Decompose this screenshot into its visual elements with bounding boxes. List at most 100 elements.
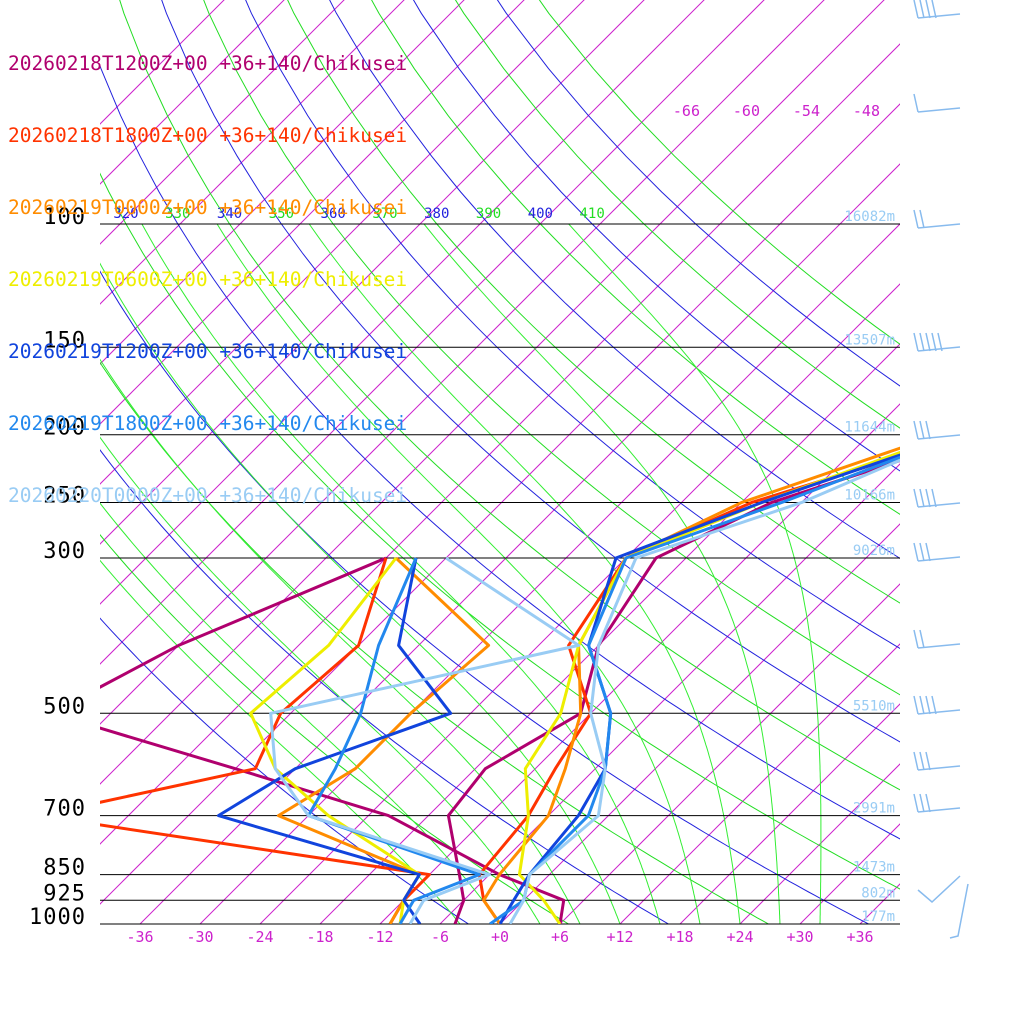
isotherm-line: [100, 0, 765, 665]
temperature-tick-label: +36: [846, 928, 873, 946]
height-label: 1473m: [853, 860, 895, 876]
height-label: 5510m: [853, 698, 895, 714]
dry-adiabat-line: [412, 0, 900, 472]
temperature-tick-label: +18: [666, 928, 693, 946]
isotherm-line: [100, 0, 345, 245]
theta-label: 340: [217, 206, 242, 222]
wind-barb-flag: [937, 332, 943, 352]
height-label: 802m: [861, 885, 895, 901]
dewpoint-profile: [306, 557, 481, 924]
theta-label: 380: [424, 206, 449, 222]
wind-barb-shaft: [917, 556, 961, 562]
dry-adiabat-line: [100, 534, 569, 924]
wind-barb-flag: [913, 751, 919, 771]
legend-entry: 20260220T0000Z+00 +36+140/Chikusei: [8, 484, 408, 507]
upper-isotherm-label: -60: [733, 102, 760, 120]
pressure-label: 1000: [29, 905, 86, 930]
isotherm-line: [559, 583, 900, 924]
height-label: 177m: [861, 909, 895, 925]
temperature-tick-label: -30: [186, 928, 213, 946]
wind-barb-flag: [913, 0, 919, 19]
wind-barb-flag: [919, 542, 925, 562]
theta-label: 360: [321, 206, 346, 222]
wind-barb-shaft: [917, 434, 961, 440]
theta-label: 320: [113, 206, 138, 222]
wind-barb-flag: [913, 332, 919, 352]
legend-entry: 20260219T1800Z+00 +36+140/Chikusei: [8, 412, 408, 435]
height-label: 13507m: [844, 332, 895, 348]
axis-labels: 100 16082m 150 13507m 200 11644m 250 10166m 300 9…: [29, 102, 895, 946]
height-label: 2991m: [853, 801, 895, 817]
wind-barb-flag: [913, 488, 919, 508]
pressure-label: 925: [43, 881, 86, 906]
wind-barb-flag: [925, 488, 931, 508]
isotherm-line: [100, 103, 900, 905]
temperature-tick-label: -18: [306, 928, 333, 946]
pressure-label: 100: [43, 205, 86, 230]
chart-legend: 20260218T1200Z+00 +36+140/Chikusei 20260…: [8, 4, 407, 532]
isotherm-line: [100, 0, 705, 605]
wind-barb-shaft: [917, 875, 961, 904]
moist-adiabat-line: [423, 223, 781, 924]
wind-barb-flag: [931, 488, 937, 508]
wind-barb-flag: [913, 93, 919, 113]
theta-label: 350: [269, 206, 294, 222]
isotherm-line: [319, 343, 900, 924]
wind-barb-flag: [919, 209, 925, 229]
wind-barb-flag: [931, 695, 937, 715]
wind-barb-flag: [919, 332, 925, 352]
pressure-label: 300: [43, 539, 86, 564]
isotherm-line: [799, 823, 900, 924]
wind-barb-flag: [919, 0, 925, 19]
wind-barb-shaft: [917, 346, 961, 352]
upper-isotherm-label: -54: [793, 102, 820, 120]
temperature-tick-label: -12: [366, 928, 393, 946]
dry-adiabat-line: [100, 617, 469, 924]
wind-barb-flag: [913, 420, 919, 440]
wind-barb-flag: [925, 793, 931, 813]
temperature-profile: [489, 455, 900, 924]
temperature-tick-label: -6: [431, 928, 449, 946]
dry-adiabat-line: [329, 0, 900, 559]
pressure-label: 150: [43, 328, 86, 353]
isotherm-line: [100, 0, 225, 125]
temperature-tick-label: +30: [786, 928, 813, 946]
temperature-tick-label: +0: [491, 928, 509, 946]
pressure-label: 200: [43, 416, 86, 441]
legend-entry: 20260219T0000Z+00 +36+140/Chikusei: [8, 196, 408, 219]
wind-barb-flag: [925, 420, 931, 440]
wind-barb-flag: [925, 332, 931, 352]
theta-label: 410: [580, 206, 605, 222]
wind-barb-flag: [919, 629, 925, 649]
wind-barb-flag: [931, 0, 937, 19]
isotherm-line: [100, 0, 885, 785]
wind-barb-shaft: [917, 709, 961, 715]
temperature-tick-label: +6: [551, 928, 569, 946]
legend-entry: 20260218T1800Z+00 +36+140/Chikusei: [8, 124, 408, 147]
pressure-label: 850: [43, 856, 86, 881]
wind-barb-flag: [913, 629, 919, 649]
wind-barb-flag: [925, 695, 931, 715]
upper-isotherm-label: -48: [853, 102, 880, 120]
wind-barbs: [913, 0, 969, 939]
isotherm-line: [100, 0, 465, 365]
temperature-tick-label: -36: [126, 928, 153, 946]
theta-label: 370: [372, 206, 397, 222]
dewpoint-profile: [100, 556, 566, 924]
wind-barb-flag: [919, 488, 925, 508]
height-label: 16082m: [844, 209, 895, 225]
legend-entry: 20260218T1200Z+00 +36+140/Chikusei: [8, 52, 408, 75]
isotherm-line: [439, 463, 900, 924]
isotherm-line: [679, 703, 900, 924]
isotherm-line: [100, 0, 825, 725]
pressure-label: 250: [43, 484, 86, 509]
isotherm-line: [100, 0, 585, 485]
wind-barb-flag: [919, 695, 925, 715]
dry-adiabat-line: [100, 449, 669, 924]
moist-adiabat-line: [568, 223, 822, 924]
profile-series: [100, 446, 900, 924]
wind-barb-flag: [913, 695, 919, 715]
temperature-tick-label: +12: [606, 928, 633, 946]
wind-barb-flag: [931, 332, 937, 352]
